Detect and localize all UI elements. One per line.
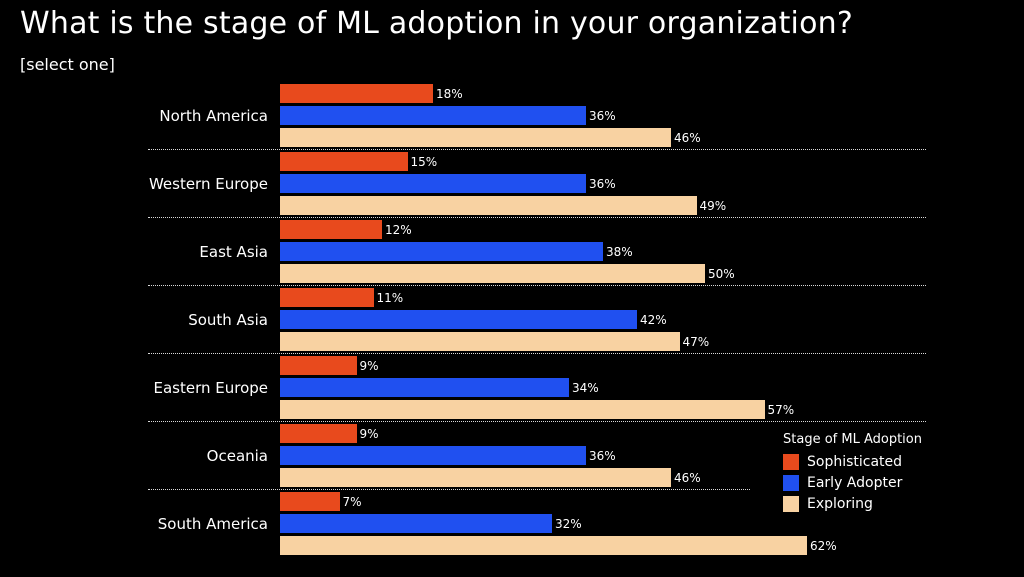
bar-group: 9% 34% 57% [280,354,794,422]
bar-row: 49% [280,196,726,215]
bar-value-label: 12% [385,222,412,237]
bar-value-label: 57% [767,402,795,417]
region-label: South America [157,515,268,533]
bar-sophisticated [280,84,433,103]
region-label: East Asia [199,243,268,261]
legend-swatch-icon [783,496,799,512]
bar-row: 15% [280,152,726,171]
region-group: Eastern Europe 9% 34% 57% [0,354,1024,422]
bar-row: 11% [280,288,709,307]
bar-value-label: 15% [410,154,438,169]
legend-items: Sophisticated Early Adopter Exploring [783,454,922,512]
bar-value-label: 18% [436,86,463,101]
bar-row: 46% [280,128,701,147]
bar-row: 42% [280,310,709,329]
bar-value-label: 9% [359,426,379,441]
region-label: Western Europe [148,175,268,193]
bar-row: 38% [280,242,735,261]
legend-title: Stage of ML Adoption [783,432,922,447]
bar-sophisticated [280,288,374,307]
legend-label: Early Adopter [807,475,903,491]
bar-exploring [280,264,705,283]
bar-row: 34% [280,378,794,397]
bar-value-label: 7% [342,494,362,509]
bar-row: 57% [280,400,794,419]
legend-swatch-icon [783,454,799,470]
legend: Stage of ML Adoption Sophisticated Early … [783,432,922,517]
bar-group: 15% 36% 49% [280,150,726,218]
bar-row: 7% [280,492,837,511]
bar-value-label: 9% [359,358,379,373]
bar-chart: North America 18% 36% 46% Western Europe 15% 3… [0,82,1024,558]
chart-title: What is the stage of ML adoption in your… [20,6,853,41]
bar-row: 50% [280,264,735,283]
bar-value-label: 36% [589,176,616,191]
bar-exploring [280,196,697,215]
bar-early-adopter [280,310,637,329]
bar-early-adopter [280,242,603,261]
bar-exploring [280,536,807,555]
region-group: Western Europe 15% 36% 49% [0,150,1024,218]
bar-sophisticated [280,152,408,171]
bar-exploring [280,128,671,147]
bar-value-label: 50% [708,266,735,281]
bar-value-label: 32% [555,516,582,531]
bar-exploring [280,468,671,487]
legend-item: Sophisticated [783,454,922,470]
bar-row: 12% [280,220,735,239]
bar-value-label: 47% [682,334,710,349]
bar-group: 9% 36% 46% [280,422,701,490]
legend-item: Early Adopter [783,475,922,491]
bar-row: 36% [280,446,701,465]
bar-sophisticated [280,424,357,443]
bar-value-label: 62% [810,538,837,553]
bar-exploring [280,400,765,419]
region-label: North America [159,107,268,125]
region-label: South Asia [188,311,268,329]
bar-value-label: 34% [572,380,599,395]
bar-row: 32% [280,514,837,533]
legend-item: Exploring [783,496,922,512]
region-group: Oceania 9% 36% 46% [0,422,1024,490]
bar-exploring [280,332,680,351]
bar-sophisticated [280,356,357,375]
bar-row: 36% [280,106,701,125]
region-group: South America 7% 32% 62% [0,490,1024,558]
legend-label: Exploring [807,496,873,512]
bar-row: 18% [280,84,701,103]
bar-value-label: 42% [640,312,667,327]
bar-sophisticated [280,492,340,511]
bar-early-adopter [280,174,586,193]
bar-value-label: 46% [674,130,701,145]
bar-row: 36% [280,174,726,193]
bar-value-label: 36% [589,108,616,123]
bar-value-label: 46% [674,470,701,485]
bar-early-adopter [280,446,586,465]
bar-early-adopter [280,378,569,397]
bar-group: 7% 32% 62% [280,490,837,558]
bar-row: 9% [280,356,794,375]
legend-label: Sophisticated [807,454,903,470]
bar-row: 9% [280,424,701,443]
region-group: South Asia 11% 42% 47% [0,286,1024,354]
bar-row: 46% [280,468,701,487]
bar-group: 18% 36% 46% [280,82,701,150]
bar-value-label: 11% [376,290,404,305]
bar-sophisticated [280,220,382,239]
region-group: East Asia 12% 38% 50% [0,218,1024,286]
bar-value-label: 38% [606,244,633,259]
legend-swatch-icon [783,475,799,491]
bar-value-label: 36% [589,448,616,463]
bar-value-label: 49% [699,198,727,213]
bar-early-adopter [280,106,586,125]
region-label: Oceania [206,447,268,465]
region-label: Eastern Europe [153,379,268,397]
bar-row: 62% [280,536,837,555]
bar-row: 47% [280,332,709,351]
region-group: North America 18% 36% 46% [0,82,1024,150]
bar-group: 12% 38% 50% [280,218,735,286]
chart-subtitle: [select one] [20,55,115,74]
bar-early-adopter [280,514,552,533]
bar-group: 11% 42% 47% [280,286,709,354]
